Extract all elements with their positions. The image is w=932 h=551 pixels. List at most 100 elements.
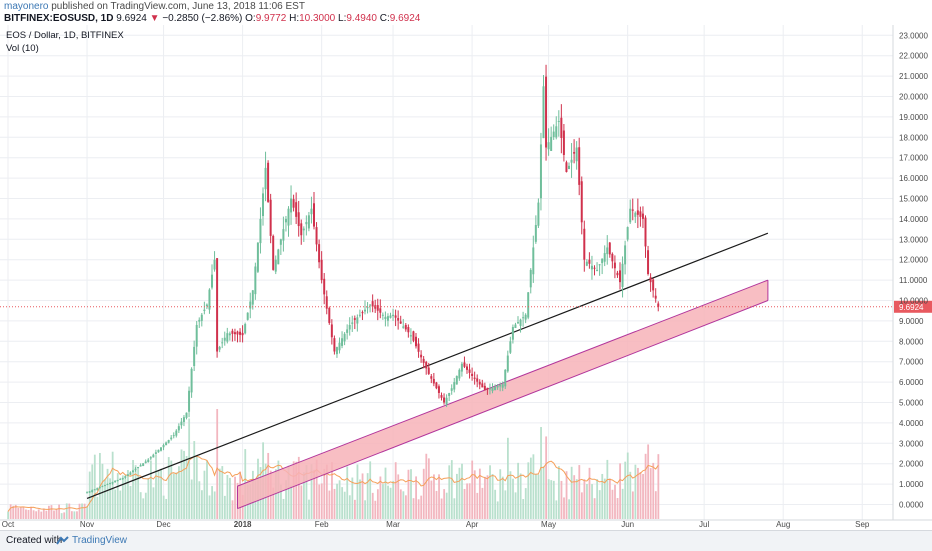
volume-bar <box>463 488 466 519</box>
volume-bar <box>489 465 491 519</box>
price-tick-label: 3.0000 <box>899 439 924 448</box>
price-axis[interactable]: 0.0000 1.0000 2.0000 3.0000 4.0000 5.0000 6.00… <box>899 31 928 509</box>
volume-bar <box>596 479 599 519</box>
candle-body <box>450 388 453 391</box>
channel-lower-edge[interactable] <box>237 300 769 510</box>
candle-body <box>435 382 438 389</box>
candle-body <box>338 342 341 351</box>
time-tick-label: Aug <box>776 520 790 529</box>
volume-bar <box>427 458 430 519</box>
candle-body <box>134 468 137 471</box>
candle-body <box>379 308 382 313</box>
tradingview-brand[interactable]: TradingView <box>72 535 128 546</box>
channel-fill <box>237 280 768 509</box>
candle-body <box>188 390 191 412</box>
candle-body <box>211 274 213 288</box>
volume-bar <box>573 475 576 519</box>
candles <box>86 64 660 494</box>
volume-bar <box>517 462 519 519</box>
volume-bar <box>162 495 165 519</box>
candle-body <box>193 346 196 367</box>
candle-body <box>358 314 361 316</box>
candle-body <box>488 388 491 390</box>
volume-bar <box>22 506 25 519</box>
volume-bar <box>501 476 504 519</box>
volume-bar <box>376 489 379 519</box>
volume-bar <box>157 470 160 519</box>
volume-bar <box>356 464 359 519</box>
candle-body <box>139 465 142 467</box>
volume-bar <box>591 484 593 519</box>
candle-body <box>588 259 591 264</box>
trendline-segment[interactable] <box>86 232 769 499</box>
candle-body <box>147 459 150 463</box>
candle-body <box>392 314 395 317</box>
candle-body <box>307 215 310 229</box>
volume-bar <box>185 456 188 519</box>
candle-body <box>506 355 509 372</box>
price-tick-label: 5.0000 <box>899 399 924 408</box>
candle-body <box>545 76 548 148</box>
plot-area[interactable] <box>0 25 893 520</box>
volume-bar <box>93 454 96 519</box>
volume-bar <box>68 503 71 519</box>
footer-bar: Created with TradingView <box>0 530 932 551</box>
candle-body <box>466 366 468 370</box>
volume-bar <box>152 487 155 519</box>
candle-body <box>616 272 619 276</box>
volume-bar <box>229 477 231 519</box>
volume-bar <box>124 478 127 519</box>
price-tick-label: 10.0000 <box>899 297 928 306</box>
volume-bar <box>631 491 634 519</box>
volume-bar <box>86 506 89 519</box>
volume-bar <box>601 473 604 519</box>
candle-body <box>86 492 89 494</box>
volume-bar <box>208 495 211 519</box>
volume-bar <box>63 512 66 519</box>
volume-bar <box>430 480 433 519</box>
candle-body <box>290 198 293 213</box>
candle-body <box>486 387 489 390</box>
close-label: C: <box>379 13 390 24</box>
price-tick-label: 13.0000 <box>899 235 928 244</box>
author-link[interactable]: mayonero <box>4 1 49 12</box>
volume-bar <box>58 504 60 519</box>
candle-body <box>177 426 180 431</box>
candle-body <box>458 369 461 379</box>
volume-bar <box>453 498 456 519</box>
candle-body <box>195 324 198 347</box>
candle-body <box>246 312 249 320</box>
price-chart[interactable]: 9.6924 0.0000 1.0000 2.0000 3.0000 4.0000 5.0… <box>0 0 932 530</box>
volume-bar <box>336 483 338 519</box>
volume-bar <box>7 511 9 519</box>
candle-body <box>269 199 272 236</box>
created-with-label: Created with <box>6 535 63 546</box>
volume-bar <box>461 463 463 519</box>
chart-header-quote: BITFINEX:EOSUSD, 1D 9.6924 ▼ −0.2850 (−2… <box>4 13 420 24</box>
candle-body <box>221 342 224 344</box>
volume-bar <box>588 467 591 519</box>
candle-body <box>399 321 402 324</box>
volume-bar <box>318 484 321 519</box>
candle-body <box>98 487 101 489</box>
candle-body <box>254 266 257 295</box>
volume-bar <box>359 479 361 519</box>
volume-bar <box>389 487 392 519</box>
candle-body <box>652 279 655 291</box>
time-axis[interactable]: Oct Nov Dec 2018 Feb Mar Apr May Jun Jul Aug Sep <box>2 520 870 529</box>
volume-bar <box>540 427 542 519</box>
candle-body <box>440 395 443 398</box>
volume-bar <box>223 495 226 519</box>
candle-body <box>239 331 242 335</box>
volume-bar <box>17 507 20 519</box>
candle-body <box>542 86 545 139</box>
time-tick-label: Oct <box>2 520 15 529</box>
volume-bar <box>137 469 140 519</box>
trendline[interactable] <box>86 232 769 499</box>
high-label: H: <box>289 13 300 24</box>
candle-body <box>593 267 596 269</box>
candle-body <box>481 383 484 388</box>
volume-bar <box>109 478 111 519</box>
candle-body <box>282 229 285 241</box>
candle-body <box>550 136 553 151</box>
